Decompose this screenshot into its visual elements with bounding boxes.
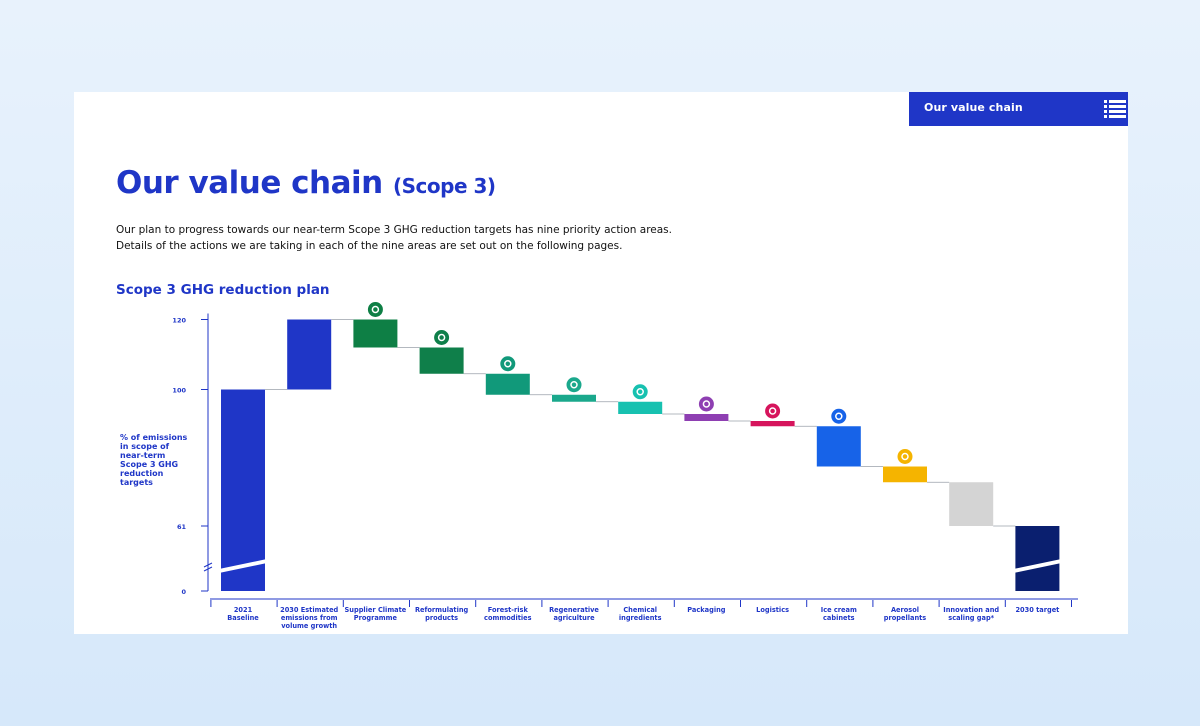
y-axis-label: reduction bbox=[120, 469, 164, 478]
intro-text: Our plan to progress towards our near-te… bbox=[116, 222, 736, 254]
bar bbox=[949, 482, 994, 526]
chart-title: Scope 3 GHG reduction plan bbox=[116, 282, 330, 298]
x-tick-label: 2030 Estimated bbox=[280, 606, 338, 614]
agriculture-icon-glyph bbox=[570, 381, 578, 389]
y-axis-label: near-term bbox=[120, 451, 165, 460]
packaging-icon-glyph bbox=[702, 400, 711, 408]
x-tick-label: Regenerative bbox=[549, 606, 599, 614]
y-axis-label: targets bbox=[120, 478, 153, 487]
logistics-icon bbox=[765, 403, 781, 419]
y-axis-break bbox=[203, 562, 213, 568]
reformulating-icon bbox=[434, 330, 450, 345]
x-tick-label: propellants bbox=[884, 614, 927, 622]
packaging-icon bbox=[698, 396, 714, 412]
bar bbox=[287, 319, 332, 390]
forest-icon-glyph bbox=[504, 360, 512, 368]
aerosol-icon bbox=[897, 449, 913, 464]
x-tick-label: Forest-risk bbox=[488, 606, 529, 614]
bar bbox=[618, 401, 663, 414]
bar bbox=[684, 414, 729, 421]
reformulating-icon-glyph bbox=[437, 333, 446, 342]
x-tick-label: agriculture bbox=[553, 614, 595, 622]
x-tick-label: Reformulating bbox=[415, 606, 469, 614]
bar-break-gap bbox=[219, 559, 267, 573]
y-tick-label: 0 bbox=[181, 588, 186, 596]
supplier-icon-glyph bbox=[371, 305, 380, 314]
bar bbox=[419, 347, 464, 374]
x-tick-label: ingredients bbox=[619, 614, 662, 622]
x-tick-label: Logistics bbox=[756, 606, 789, 614]
x-tick-label: Innovation and bbox=[943, 606, 999, 614]
chemical-icon-glyph bbox=[636, 388, 644, 396]
x-tick-label: Ice cream bbox=[821, 606, 857, 614]
x-tick-label: Programme bbox=[354, 614, 398, 622]
page-title-sub: (Scope 3) bbox=[393, 174, 496, 198]
logistics-icon-glyph bbox=[768, 407, 777, 415]
intro-line-2: Details of the actions we are taking in … bbox=[116, 240, 623, 252]
x-tick-label: cabinets bbox=[823, 614, 855, 622]
ice-cream-icon bbox=[831, 408, 847, 424]
x-tick-label: products bbox=[425, 614, 458, 622]
bar bbox=[353, 319, 398, 348]
x-tick-label: Baseline bbox=[227, 614, 259, 622]
bar bbox=[750, 421, 795, 427]
supplier-icon bbox=[367, 302, 383, 317]
x-tick-label: Chemical bbox=[623, 606, 657, 614]
bar-break-gap bbox=[1013, 559, 1062, 573]
x-tick-label: commodities bbox=[484, 614, 532, 622]
nav-bar[interactable]: Our value chain bbox=[909, 92, 1128, 126]
bar bbox=[485, 373, 530, 395]
y-axis-label: Scope 3 GHG bbox=[120, 460, 178, 469]
intro-line-1: Our plan to progress towards our near-te… bbox=[116, 224, 672, 236]
bar bbox=[816, 426, 861, 467]
forest-icon bbox=[500, 356, 516, 372]
y-axis-label: % of emissions bbox=[120, 433, 188, 442]
nav-title[interactable]: Our value chain bbox=[924, 101, 1023, 114]
chemical-icon bbox=[632, 384, 648, 400]
y-tick-label: 120 bbox=[172, 317, 186, 325]
agriculture-icon bbox=[566, 377, 582, 393]
y-axis-label: in scope of bbox=[120, 442, 170, 451]
x-tick-label: 2021 bbox=[234, 606, 253, 614]
bar bbox=[221, 389, 265, 591]
x-tick-label: Aerosol bbox=[891, 606, 919, 614]
page-title: Our value chain (Scope 3) bbox=[116, 165, 496, 201]
x-tick-label: 2030 target bbox=[1015, 606, 1059, 614]
slide: Our value chain Our value chain (Scope 3… bbox=[74, 92, 1128, 634]
x-tick-label: volume growth bbox=[281, 622, 337, 630]
y-axis-break bbox=[203, 566, 213, 572]
x-tick-label: Supplier Climate bbox=[345, 606, 407, 614]
menu-icon[interactable] bbox=[1104, 99, 1126, 119]
x-tick-label: Packaging bbox=[687, 606, 726, 614]
x-tick-label: scaling gap* bbox=[948, 614, 994, 622]
bar bbox=[1015, 526, 1060, 591]
bar bbox=[883, 466, 927, 483]
y-tick-label: 100 bbox=[172, 387, 186, 395]
x-tick-label: emissions from bbox=[281, 614, 338, 622]
aerosol-icon-glyph bbox=[901, 452, 909, 461]
ice-cream-icon-glyph bbox=[835, 412, 843, 420]
y-tick-label: 61 bbox=[177, 523, 187, 531]
bar bbox=[552, 394, 596, 402]
page-title-main: Our value chain bbox=[116, 165, 383, 201]
